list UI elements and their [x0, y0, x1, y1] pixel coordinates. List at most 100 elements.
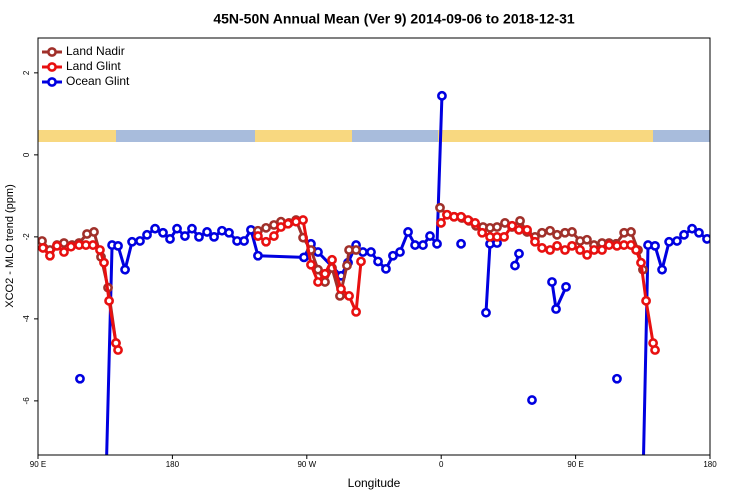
data-point	[702, 234, 710, 244]
data-point	[313, 277, 323, 287]
data-point	[567, 240, 577, 251]
data-point	[395, 247, 405, 257]
data-point	[99, 257, 109, 268]
data-point	[127, 236, 137, 247]
data-point	[253, 231, 263, 241]
data-point	[327, 254, 337, 265]
data-point	[492, 222, 502, 232]
data-point	[418, 240, 428, 250]
x-tick-label: 90 E	[567, 460, 583, 469]
data-point	[435, 202, 445, 213]
data-point	[113, 240, 123, 251]
data-point	[120, 264, 130, 275]
data-point	[88, 240, 98, 250]
data-point	[253, 250, 263, 261]
x-axis-label: Longitude	[348, 476, 401, 490]
plot-frame	[37, 37, 711, 456]
data-point	[657, 264, 667, 275]
data-point	[515, 215, 525, 226]
data-point	[298, 215, 308, 225]
data-point	[597, 245, 607, 255]
data-point	[612, 373, 622, 384]
legend-marker	[47, 77, 57, 87]
data-point	[410, 240, 420, 250]
legend-marker	[47, 47, 57, 57]
data-point	[336, 284, 346, 294]
data-point	[604, 240, 614, 250]
data-point	[552, 229, 562, 240]
data-point	[194, 231, 204, 242]
data-point	[664, 236, 674, 247]
data-point	[672, 236, 682, 246]
data-point	[180, 231, 190, 241]
data-point	[351, 245, 361, 255]
data-point	[537, 243, 547, 253]
data-point	[142, 229, 152, 240]
data-point	[95, 245, 105, 255]
data-point	[650, 345, 660, 355]
legend-label: Land Glint	[66, 59, 121, 73]
data-point	[381, 263, 391, 274]
data-point	[320, 268, 330, 279]
data-point	[631, 245, 641, 255]
data-point	[436, 218, 446, 228]
data-point	[158, 227, 168, 238]
x-tick-label: 90 E	[30, 460, 46, 469]
data-point	[437, 90, 447, 101]
data-point	[547, 277, 557, 287]
data-point	[636, 257, 646, 268]
data-point	[113, 345, 123, 355]
x-tick-label: 180	[166, 460, 180, 469]
land-ocean-strip	[38, 130, 710, 142]
data-point	[582, 250, 592, 260]
data-point	[456, 238, 466, 249]
data-point	[356, 256, 366, 267]
data-point	[150, 223, 160, 234]
data-point	[306, 259, 316, 270]
data-point	[187, 223, 197, 234]
data-point	[530, 236, 540, 247]
data-point	[514, 248, 524, 259]
data-point	[545, 225, 555, 236]
data-point	[507, 220, 518, 231]
data-point	[545, 245, 555, 255]
data-point	[582, 234, 592, 245]
y-tick-label: -2	[22, 233, 31, 241]
data-point	[261, 222, 271, 233]
x-tick-label: 180	[703, 460, 717, 469]
data-point	[344, 291, 354, 301]
data-point	[470, 218, 480, 228]
data-point	[239, 236, 249, 246]
data-point	[432, 238, 442, 249]
data-point	[172, 223, 182, 234]
data-point	[299, 252, 309, 263]
chart-title: 45N-50N Annual Mean (Ver 9) 2014-09-06 t…	[213, 11, 575, 27]
data-point	[589, 245, 600, 255]
data-point	[687, 223, 697, 234]
data-point	[641, 295, 651, 306]
axes: 90 E 180 90 W 0 90 E 180 -6 -4 -2 0 2	[22, 70, 717, 469]
data-point	[373, 256, 383, 267]
x-tick-label: 0	[439, 460, 444, 469]
legend-label: Ocean Glint	[66, 74, 130, 88]
data-point	[209, 231, 219, 242]
data-point	[45, 250, 55, 261]
data-point	[261, 236, 271, 247]
y-tick-label: -6	[22, 397, 31, 405]
data-point	[38, 243, 48, 253]
y-tick-label: 0	[22, 152, 31, 157]
data-point	[165, 234, 175, 244]
data-point	[52, 240, 62, 251]
data-point	[527, 395, 537, 405]
plot-area	[38, 90, 710, 455]
data-point	[679, 229, 689, 240]
data-point	[351, 306, 361, 317]
data-point	[694, 227, 704, 238]
data-point	[269, 231, 279, 241]
legend-marker	[47, 62, 57, 72]
data-point	[66, 241, 76, 252]
data-point	[135, 236, 145, 246]
legend-label: Land Nadir	[66, 44, 125, 58]
